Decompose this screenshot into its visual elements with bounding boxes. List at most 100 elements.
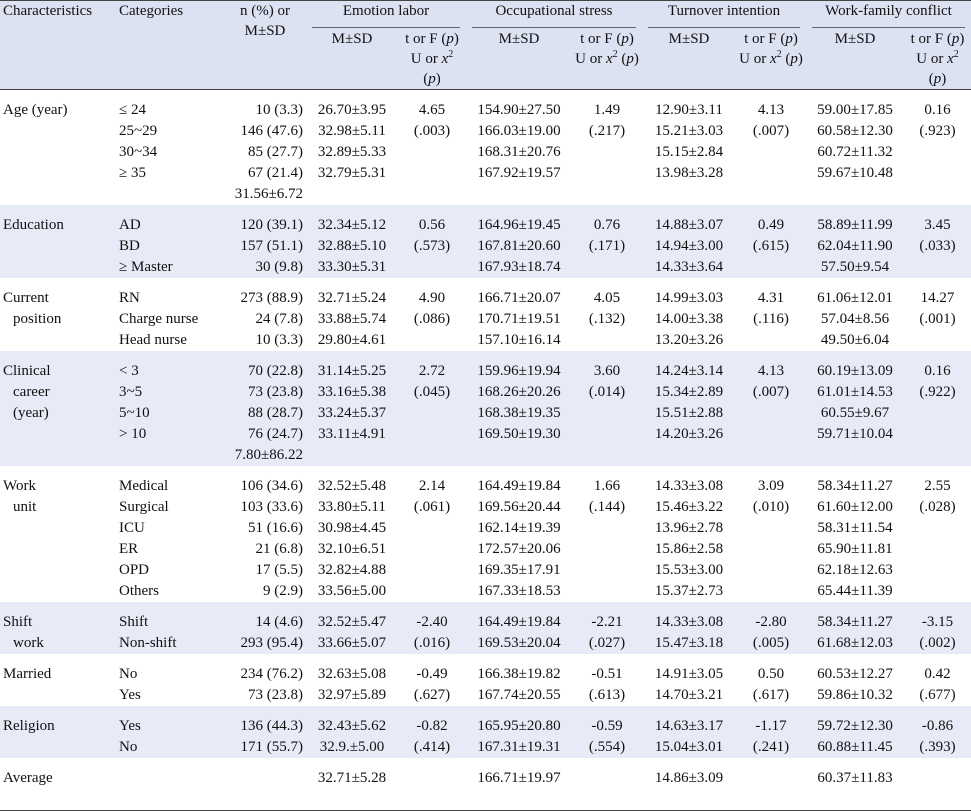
n-percent-cell: 10 (3.3) — [224, 100, 306, 121]
group-underline — [472, 27, 636, 28]
category-cell: ≥ 35 — [116, 163, 224, 184]
test-statistic: 3.60 — [593, 363, 621, 379]
test-statistic: 3.09 — [757, 478, 785, 494]
turnover-intention-msd-cell — [642, 445, 736, 466]
table-row: BD 157 (51.1) 32.88±5.10 167.81±20.60 14.94±… — [0, 236, 971, 257]
table-row: 3~5 73 (23.8) 33.16±5.38 168.26±20.26 15.34±… — [0, 382, 971, 403]
p-value: (.615) — [752, 238, 790, 254]
table-row: OPD 17 (5.5) 32.82±4.88 169.35±17.91 15.53±3… — [0, 560, 971, 581]
work-family-conflict-test-cell: 14.27 (.001) — [904, 288, 971, 351]
p-value: (.617) — [752, 687, 790, 703]
n-percent-cell: 9 (2.9) — [224, 581, 306, 602]
occupational-stress-test-cell: 1.49 (.217) — [572, 100, 642, 205]
occupational-stress-msd-cell: 166.71±19.97 — [466, 768, 572, 811]
turnover-intention-msd-cell: 14.63±3.17 — [642, 716, 736, 737]
table-row: ≥ 35 67 (21.4) 32.79±5.31 167.92±19.57 13.98… — [0, 163, 971, 184]
header-test-line2: U or x2 (p) — [410, 49, 454, 88]
work-family-conflict-msd-cell: 60.53±12.27 — [806, 664, 904, 685]
occupational-stress-msd-cell: 165.95±20.80 — [466, 716, 572, 737]
p-value — [575, 789, 639, 810]
occupational-stress-msd-cell: 168.38±19.35 — [466, 403, 572, 424]
group-label: Turnover intention — [667, 3, 781, 19]
n-percent-cell: 21 (6.8) — [224, 539, 306, 560]
table-row: 31.56±6.72 — [0, 184, 971, 205]
emotion-labor-msd-cell: 32.82±4.88 — [306, 560, 398, 581]
test-statistic: -0.49 — [416, 666, 448, 682]
characteristic-name: Religion — [0, 716, 116, 758]
category-cell: Charge nurse — [116, 309, 224, 330]
section-spacer — [0, 351, 971, 361]
work-family-conflict-msd-cell: 59.86±10.32 — [806, 685, 904, 706]
table-row: Age (year) ≤ 24 10 (3.3) 26.70±3.95 4.65 (.00… — [0, 100, 971, 205]
characteristic-name: Work unit — [0, 476, 116, 602]
p-value: (.010) — [752, 499, 790, 515]
n-percent-cell: 73 (23.8) — [224, 382, 306, 403]
work-family-conflict-msd-cell — [806, 184, 904, 205]
test-statistic: 3.45 — [924, 217, 951, 233]
work-family-conflict-msd-cell: 59.71±10.04 — [806, 424, 904, 445]
header-msd: M±SD — [306, 29, 398, 90]
emotion-labor-msd-cell: 33.88±5.74 — [306, 309, 398, 330]
p-value: (.132) — [588, 311, 626, 327]
occupational-stress-msd-cell: 172.57±20.06 — [466, 539, 572, 560]
header-msd: M±SD — [806, 29, 904, 90]
test-statistic: 4.13 — [757, 102, 785, 118]
section-spacer — [0, 278, 971, 288]
characteristic-name-line: (year) — [13, 405, 49, 421]
category-cell: ER — [116, 539, 224, 560]
p-value: (.116) — [753, 311, 789, 327]
characteristic-name-line: Married — [3, 666, 52, 682]
emotion-labor-msd-cell: 32.52±5.47 — [306, 612, 398, 633]
emotion-labor-msd-cell: 33.16±5.38 — [306, 382, 398, 403]
group-label: Work-family conflict — [825, 3, 952, 19]
n-percent-cell: 88 (28.7) — [224, 403, 306, 424]
occupational-stress-test-cell: 0.76 (.171) — [572, 215, 642, 278]
occupational-stress-msd-cell: 167.33±18.53 — [466, 581, 572, 602]
turnover-intention-msd-cell: 15.34±2.89 — [642, 382, 736, 403]
p-value: (.005) — [752, 635, 790, 651]
p-value: (.613) — [588, 687, 626, 703]
test-statistic: -0.59 — [591, 718, 623, 734]
occupational-stress-test-cell — [572, 768, 642, 811]
characteristic-name-line: position — [13, 311, 62, 327]
turnover-intention-msd-cell: 15.15±2.84 — [642, 142, 736, 163]
table-row: Education AD 120 (39.1) 32.34±5.12 0.56 (.573… — [0, 215, 971, 278]
occupational-stress-msd-cell: 164.96±19.45 — [466, 215, 572, 236]
table-row: Yes 73 (23.8) 32.97±5.89 167.74±20.55 14.70±… — [0, 685, 971, 706]
test-statistic: -0.86 — [921, 718, 954, 734]
p-value: (.014) — [588, 384, 626, 400]
turnover-intention-msd-cell: 14.86±3.09 — [642, 768, 736, 811]
emotion-labor-test-cell: 0.56 (.573) — [398, 215, 466, 278]
occupational-stress-msd-cell: 164.49±19.84 — [466, 612, 572, 633]
turnover-intention-test-cell — [736, 768, 806, 811]
n-percent-cell: 24 (7.8) — [224, 309, 306, 330]
work-family-conflict-test-cell: 0.16 (.923) — [904, 100, 971, 205]
category-cell — [116, 184, 224, 205]
n-percent-cell: 14 (4.6) — [224, 612, 306, 633]
test-statistic: 2.72 — [418, 363, 446, 379]
work-family-conflict-msd-cell: 59.72±12.30 — [806, 716, 904, 737]
p-value: (.922) — [919, 384, 956, 400]
table-row: Surgical 103 (33.6) 33.80±5.11 169.56±20.44… — [0, 497, 971, 518]
table-row: ER 21 (6.8) 32.10±6.51 172.57±20.06 15.86±2.… — [0, 539, 971, 560]
work-family-conflict-test-cell: 0.42 (.677) — [904, 664, 971, 706]
work-family-conflict-msd-cell: 58.89±11.99 — [806, 215, 904, 236]
n-percent-cell: 76 (24.7) — [224, 424, 306, 445]
n-percent-cell: 7.80±86.22 — [224, 445, 306, 466]
emotion-labor-msd-cell: 30.98±4.45 — [306, 518, 398, 539]
group-underline — [812, 27, 966, 28]
emotion-labor-test-cell: 4.65 (.003) — [398, 100, 466, 205]
emotion-labor-msd-cell: 33.24±5.37 — [306, 403, 398, 424]
work-family-conflict-msd-cell: 57.50±9.54 — [806, 257, 904, 278]
emotion-labor-msd-cell: 32.98±5.11 — [306, 121, 398, 142]
work-family-conflict-msd-cell: 60.72±11.32 — [806, 142, 904, 163]
emotion-labor-msd-cell — [306, 184, 398, 205]
section-group: Education AD 120 (39.1) 32.34±5.12 0.56 (.573… — [0, 205, 971, 278]
emotion-labor-msd-cell: 33.66±5.07 — [306, 633, 398, 654]
turnover-intention-test-cell: 4.13 (.007) — [736, 100, 806, 205]
table-header: Characteristics Categories n (%) or M±SD… — [0, 0, 971, 90]
characteristic-name-line: Education — [3, 217, 64, 233]
table-row: Charge nurse 24 (7.8) 33.88±5.74 170.71±19.… — [0, 309, 971, 330]
category-cell: ICU — [116, 518, 224, 539]
n-percent-cell: 31.56±6.72 — [224, 184, 306, 205]
